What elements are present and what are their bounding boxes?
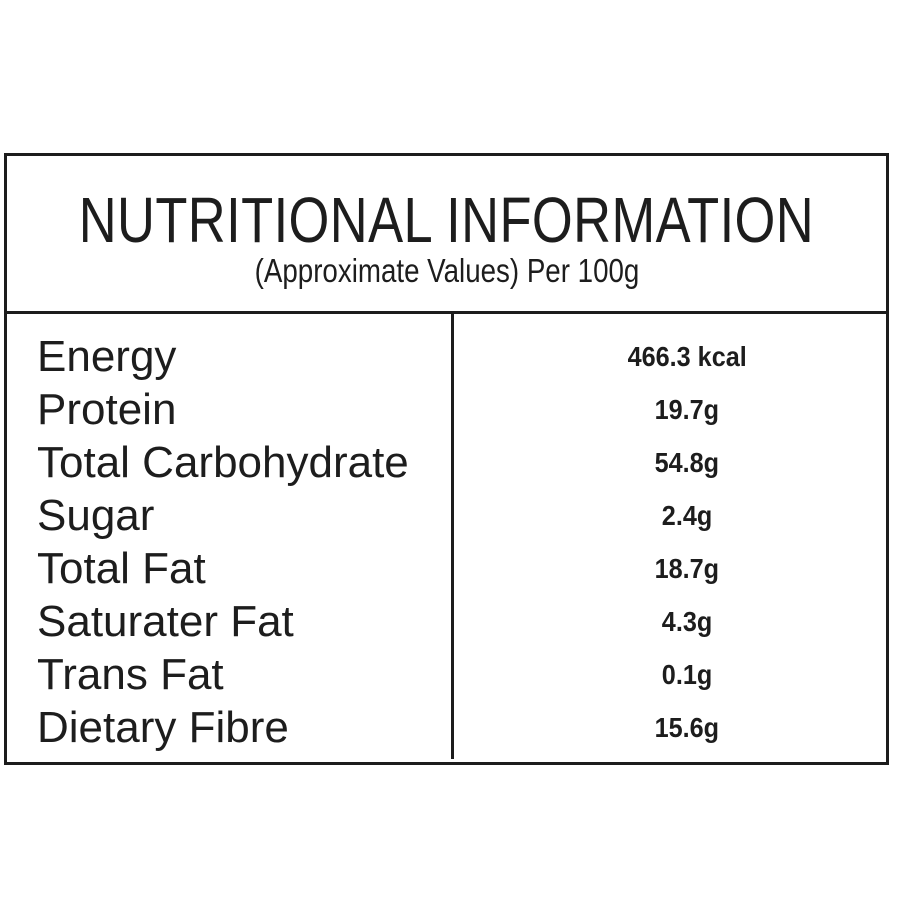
nutrient-value: 18.7g bbox=[654, 552, 720, 584]
nutrient-label: Protein bbox=[37, 385, 177, 434]
nutrient-label: Trans Fat bbox=[37, 650, 224, 699]
table-row: Sugar 2.4g bbox=[7, 489, 886, 542]
column-divider bbox=[451, 314, 454, 759]
nutrient-label: Total Carbohydrate bbox=[37, 438, 409, 487]
nutrition-table: NUTRITIONAL INFORMATION (Approximate Val… bbox=[4, 153, 889, 765]
table-row: Protein 19.7g bbox=[7, 383, 886, 436]
nutrient-value: 466.3 kcal bbox=[627, 340, 747, 372]
table-row: Total Carbohydrate 54.8g bbox=[7, 436, 886, 489]
nutrient-value: 2.4g bbox=[661, 499, 713, 531]
nutrient-label: Dietary Fibre bbox=[37, 703, 289, 752]
nutrient-value: 0.1g bbox=[661, 658, 713, 690]
nutrient-value: 4.3g bbox=[661, 605, 713, 637]
table-row: Dietary Fibre 15.6g bbox=[7, 701, 886, 754]
nutrient-value: 54.8g bbox=[654, 446, 720, 478]
table-row: Saturater Fat 4.3g bbox=[7, 595, 886, 648]
nutrient-label: Saturater Fat bbox=[37, 597, 294, 646]
table-subtitle: (Approximate Values) Per 100g bbox=[254, 252, 639, 289]
nutrient-label: Total Fat bbox=[37, 544, 206, 593]
nutrient-label: Energy bbox=[37, 332, 177, 381]
table-title: NUTRITIONAL INFORMATION bbox=[78, 184, 815, 256]
nutrient-value: 15.6g bbox=[654, 711, 720, 743]
table-header: NUTRITIONAL INFORMATION (Approximate Val… bbox=[7, 156, 886, 314]
table-row: Trans Fat 0.1g bbox=[7, 648, 886, 701]
table-row: Total Fat 18.7g bbox=[7, 542, 886, 595]
table-row: Energy 466.3 kcal bbox=[7, 330, 886, 383]
nutrient-label: Sugar bbox=[37, 491, 155, 540]
table-body: Energy 466.3 kcal Protein 19.7g Total Ca… bbox=[7, 314, 886, 759]
nutrient-value: 19.7g bbox=[654, 393, 720, 425]
